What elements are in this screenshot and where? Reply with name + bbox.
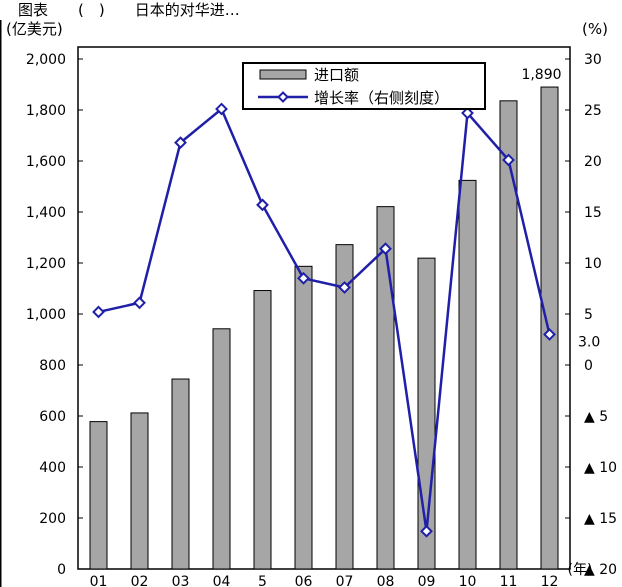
bar-01 xyxy=(89,421,108,570)
right-tick-label: 15 xyxy=(584,205,602,221)
left-axis-unit: (亿美元) xyxy=(6,20,63,38)
bar-04 xyxy=(212,328,231,570)
x-tick-label: 08 xyxy=(377,574,395,587)
right-tick-label: ▲ 15 xyxy=(584,511,617,527)
growth-rate-point-08 xyxy=(379,242,392,256)
right-tick-label: ▲ 10 xyxy=(584,460,617,476)
x-tick-label: 09 xyxy=(418,574,436,587)
right-tick-label: 0 xyxy=(584,358,593,374)
x-tick-label: 01 xyxy=(90,574,108,587)
x-tick-label: 11 xyxy=(500,574,518,587)
legend-swatch-marker xyxy=(277,91,289,103)
right-tick-label: ▲ 5 xyxy=(584,409,608,425)
x-tick-label: 10 xyxy=(459,574,477,587)
x-tick-label: 03 xyxy=(172,574,190,587)
header-fragment: 图表 ( ) 日本的对华进… xyxy=(18,1,240,19)
x-tick-label: 04 xyxy=(213,574,231,587)
x-tick-label: 07 xyxy=(336,574,354,587)
bar-08 xyxy=(376,206,395,570)
left-tick-label: 400 xyxy=(39,460,66,476)
legend-label-bar: 进口额 xyxy=(314,66,359,84)
x-tick-label: 12 xyxy=(541,574,559,587)
growth-rate-point-10 xyxy=(461,106,474,120)
right-tick-label: 30 xyxy=(584,52,602,68)
right-tick-label: 25 xyxy=(584,103,602,119)
growth-rate-point-03 xyxy=(174,136,187,150)
growth-rate-point-04 xyxy=(215,102,228,116)
bar-10 xyxy=(458,179,477,570)
right-tick-label: ▲ 20 xyxy=(584,562,617,578)
x-tick-label: 06 xyxy=(295,574,313,587)
bar-06 xyxy=(294,265,313,570)
right-tick-label: 5 xyxy=(584,307,593,323)
right-tick-label: 20 xyxy=(584,154,602,170)
bar-07 xyxy=(335,244,354,570)
right-tick-label: 10 xyxy=(584,256,602,272)
left-tick-label: 800 xyxy=(39,358,66,374)
growth-rate-point-06 xyxy=(297,271,310,285)
growth-rate-point-5 xyxy=(256,198,269,212)
plot-area-frame xyxy=(77,46,571,570)
left-tick-label: 600 xyxy=(39,409,66,425)
legend-label-line: 增长率（右侧刻度） xyxy=(314,89,449,107)
growth-rate-line xyxy=(98,106,551,532)
x-tick-label: 5 xyxy=(258,574,267,587)
left-tick-label: 1,600 xyxy=(26,154,66,170)
legend-swatch-bar xyxy=(259,69,307,80)
left-tick-label: 1,200 xyxy=(26,256,66,272)
growth-rate-point-02 xyxy=(133,296,146,310)
growth-rate-point-11 xyxy=(502,153,515,167)
left-tick-label: 200 xyxy=(39,511,66,527)
left-tick-label: 1,400 xyxy=(26,205,66,221)
bar-03 xyxy=(171,378,190,570)
growth-rate-point-07 xyxy=(338,281,351,294)
left-tick-label: 1,000 xyxy=(26,307,66,323)
left-tick-label: 2,000 xyxy=(26,52,66,68)
growth-rate-point-01 xyxy=(92,305,105,319)
growth-rate-point-09 xyxy=(420,524,433,538)
bar-02 xyxy=(130,412,149,570)
bar-11 xyxy=(499,100,518,570)
right-axis-unit: (%) xyxy=(582,20,608,38)
line-data-label-last: 3.0 xyxy=(578,334,600,350)
bar-5 xyxy=(253,290,272,570)
x-axis-unit: (年) xyxy=(568,562,593,578)
bar-data-label-last: 1,890 xyxy=(521,67,561,83)
left-tick-label: 1,800 xyxy=(26,103,66,119)
x-tick-label: 02 xyxy=(131,574,149,587)
growth-rate-point-12 xyxy=(543,327,556,341)
left-tick-label: 0 xyxy=(57,562,66,578)
